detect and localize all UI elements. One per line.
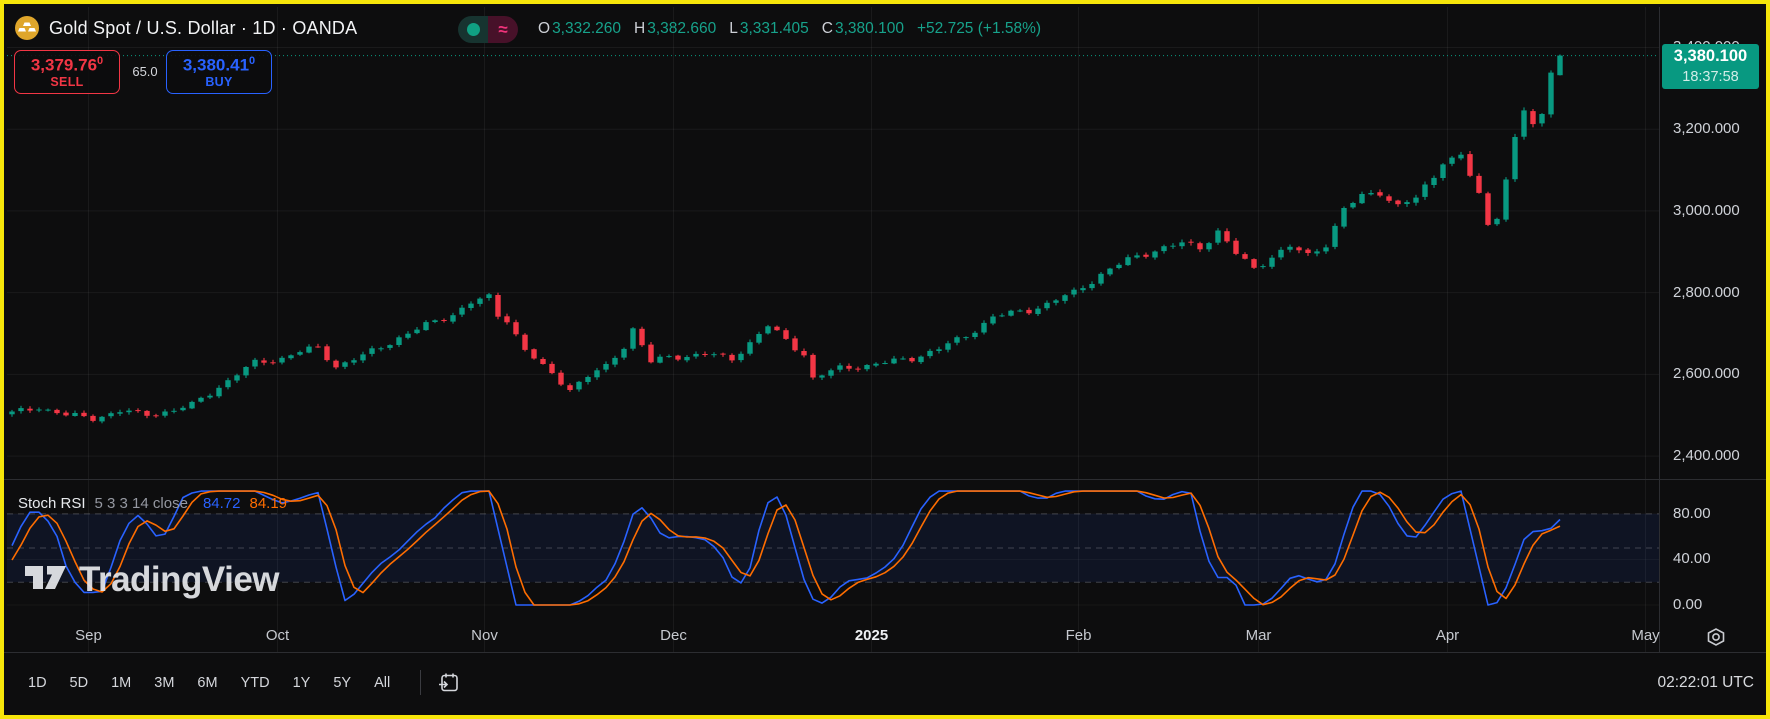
time-axis-label: Dec [660,627,687,644]
delayed-data-icon[interactable]: ≈ [488,16,518,43]
stoch-band [7,513,1659,583]
market-status-toggle[interactable]: ≈ [458,16,518,43]
stoch-d-line [11,490,1561,606]
ohlc-readout: O 3,332.260 H 3,382.660 L 3,331.405 C 3,380.… [538,20,1042,37]
price-axis-label: 2,400.000 [1673,447,1740,465]
candlestick-series [9,54,1563,424]
buy-button[interactable]: 3,380.410 BUY [166,50,272,94]
range-1d-button[interactable]: 1D [28,674,47,691]
realtime-dot-icon[interactable] [458,16,488,43]
time-axis-label: Apr [1435,627,1460,644]
bar-countdown: 18:37:58 [1682,68,1739,85]
stoch-k-line [11,490,1561,606]
sell-button[interactable]: 3,379.760 SELL [14,50,120,94]
stoch-d-value: 84.19 [249,494,288,512]
range-3m-button[interactable]: 3M [154,674,175,691]
stoch-axis-label: 0.00 [1673,596,1703,613]
time-axis-label: 2025 [854,627,889,644]
time-axis-label: Oct [265,627,290,644]
price-axis-label: 3,200.000 [1673,120,1740,138]
time-axis-label: Mar [1245,627,1272,644]
open-value: 3,332.260 [552,20,622,37]
range-1y-button[interactable]: 1Y [292,674,311,691]
time-axis-label: Nov [471,627,498,644]
time-axis-separator [0,652,1770,653]
time-axis-label: May [1631,627,1660,644]
spread-value: 65.0 [132,63,158,79]
range-selector: 1D 5D 1M 3M 6M YTD 1Y 5Y All [27,653,391,712]
close-value: 3,380.100 [835,20,904,37]
pane-separator[interactable] [0,479,1770,480]
go-to-date-icon[interactable] [436,670,462,696]
price-axis-label: 2,800.000 [1673,283,1740,301]
range-all-button[interactable]: All [374,674,391,691]
symbol-title[interactable]: Gold Spot / U.S. Dollar · 1D · OANDA [49,17,358,38]
bottom-toolbar: 1D 5D 1M 3M 6M YTD 1Y 5Y All 02:22:01 UTC [0,653,1770,712]
low-value: 3,331.405 [739,20,809,37]
range-1m-button[interactable]: 1M [111,674,132,691]
indicator-params: 5 3 3 14 close [94,494,188,512]
toolbar-divider [420,670,421,695]
range-ytd-button[interactable]: YTD [240,674,270,691]
price-axis-label: 2,600.000 [1673,365,1740,383]
stoch-axis-label: 80.00 [1673,504,1711,522]
exchange-label: OANDA [292,17,358,38]
time-axis-label: Sep [75,627,102,644]
time-axis[interactable]: Sep Oct Nov Dec 2025 Feb Mar Apr May [7,620,1660,652]
utc-clock[interactable]: 02:22:01 UTC [1657,673,1755,691]
gold-coin-icon [14,15,40,41]
price-axis-separator [1659,7,1660,652]
indicator-name: Stoch RSI [18,494,86,512]
price-axis[interactable]: 3,400.0003,200.0003,000.0002,800.0002,60… [1660,7,1763,652]
indicator-legend[interactable]: Stoch RSI 5 3 3 14 close 84.72 84.19 [18,492,287,514]
price-axis-label: 3,000.000 [1673,201,1740,219]
interval-label: 1D [252,17,276,38]
symbol-header: Gold Spot / U.S. Dollar · 1D · OANDA [14,13,357,43]
range-5y-button[interactable]: 5Y [333,674,352,691]
range-6m-button[interactable]: 6M [197,674,218,691]
change-value: +52.725 (+1.58%) [916,20,1042,37]
range-5d-button[interactable]: 5D [69,674,89,691]
high-value: 3,382.660 [647,20,717,37]
stoch-k-value: 84.72 [202,494,241,512]
last-price-badge[interactable]: 3,380.100 18:37:58 [1662,44,1759,89]
time-axis-label: Feb [1065,627,1092,644]
stoch-axis-label: 40.00 [1673,550,1711,568]
settings-icon[interactable] [1703,624,1729,650]
